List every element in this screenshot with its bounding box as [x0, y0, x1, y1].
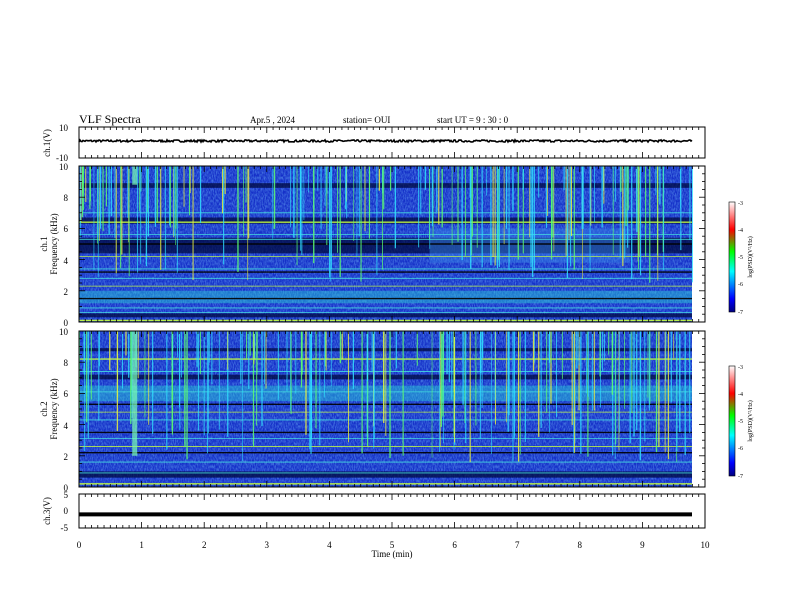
colorbar-tick: -3: [738, 201, 743, 207]
colorbar-tick: -6: [738, 282, 743, 288]
ytick-label: 0: [64, 318, 69, 328]
ytick-label: 2: [64, 287, 69, 297]
x-tick-label: 5: [390, 540, 395, 550]
colorbar-tick: -4: [738, 228, 743, 234]
ytick-label: -5: [61, 523, 69, 533]
x-tick-label: 7: [515, 540, 520, 550]
colorbar-tick: -7: [738, 474, 743, 480]
colorbar-ch2: -3 -4 -5 -6 -7 log(PSD)(V²/Hz): [728, 365, 754, 480]
x-tick-label: 3: [265, 540, 270, 550]
colorbar-tick: -5: [738, 255, 743, 261]
ch1-spectral-features: [79, 166, 693, 322]
ytick-label: 5: [64, 490, 69, 500]
axis-ticks: [78, 127, 706, 528]
ytick-label: -10: [56, 153, 68, 163]
burst-event: [132, 166, 138, 185]
station-label: station= OUI: [343, 115, 390, 125]
x-tick-label: 1: [139, 540, 144, 550]
ytick-label: 4: [64, 256, 69, 266]
dark-band: [79, 313, 692, 318]
dark-band: [79, 183, 692, 188]
date-label: Apr.5 , 2024: [250, 115, 296, 125]
dark-band: [79, 471, 692, 478]
x-axis-label: Time (min): [372, 549, 413, 559]
burst-event: [132, 331, 138, 456]
y-axis-label-channel: ch.2: [39, 401, 49, 416]
ch1-waveform-line: [78, 138, 693, 144]
panel-ch2-spectrogram: 0 2 4 6 8 10 ch.2 Frequency (kHz): [39, 327, 706, 493]
y-axis-label-channel: ch.1: [39, 236, 49, 251]
y-axis-label: ch.3(V): [42, 497, 52, 525]
ytick-label: 4: [64, 421, 69, 431]
dark-band: [79, 217, 692, 224]
x-tick-label: 8: [578, 540, 583, 550]
colorbar-tick: -6: [738, 446, 743, 452]
colorbar-gradient: [728, 365, 736, 477]
y-axis-label-frequency: Frequency (kHz): [49, 378, 59, 439]
ytick-label: 6: [64, 389, 69, 399]
x-tick-label: 2: [202, 540, 207, 550]
colorbar-tick: -3: [738, 365, 743, 371]
colorbar-tick: -7: [738, 310, 743, 316]
figure-title: VLF Spectra: [79, 112, 141, 126]
colorbar-tick: -5: [738, 419, 743, 425]
x-tick-label: 9: [640, 540, 645, 550]
emission-band: [79, 290, 692, 304]
colorbar-tick: -4: [738, 392, 743, 398]
ch2-spectral-features: [78, 331, 692, 485]
ytick-label: 10: [59, 327, 69, 337]
colorbar-label: log(PSD)(V²/Hz): [747, 236, 754, 277]
y-axis-label: ch.1(V): [42, 129, 52, 157]
ytick-label: 10: [59, 162, 69, 172]
ytick-label: 2: [64, 452, 69, 462]
colorbar-gradient: [728, 201, 736, 313]
ytick-label: 6: [64, 224, 69, 234]
start-time-label: start UT = 9 : 30 : 0: [437, 115, 509, 125]
ytick-label: 0: [64, 483, 69, 493]
x-axis: 0 1 2 3 4 5 6 7 8 9 10: [77, 540, 710, 550]
x-tick-label: 4: [327, 540, 332, 550]
ytick-label: 0: [64, 506, 69, 516]
ytick-label: 10: [59, 123, 69, 133]
colorbar-label: log(PSD)(V²/Hz): [747, 400, 754, 441]
x-tick-label: 10: [701, 540, 711, 550]
colorbar-ch1: -3 -4 -5 -6 -7 log(PSD)(V²/Hz): [728, 201, 754, 316]
ytick-label: 8: [64, 193, 69, 203]
x-tick-label: 6: [452, 540, 457, 550]
x-tick-label: 0: [77, 540, 82, 550]
ytick-label: 8: [64, 358, 69, 368]
dark-band: [79, 237, 692, 254]
y-axis-label-frequency: Frequency (kHz): [49, 213, 59, 274]
panel-ch1-spectrogram: 0 2 4 6 8 10 ch.1 Frequency (kHz): [39, 162, 706, 328]
